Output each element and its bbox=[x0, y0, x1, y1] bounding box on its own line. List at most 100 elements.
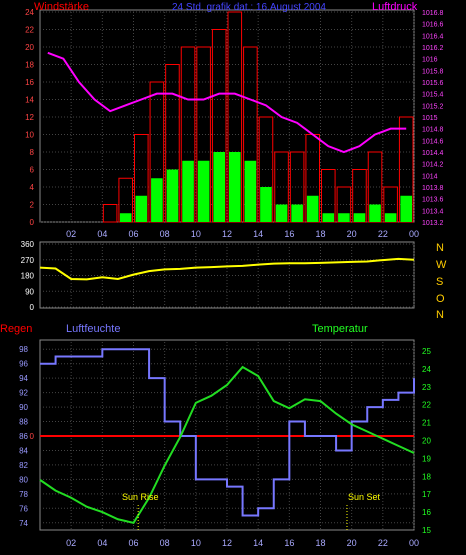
y2-tick-label: 15 bbox=[422, 526, 431, 535]
y2-tick-label: 18 bbox=[422, 472, 431, 481]
y-tick-label: 16 bbox=[25, 78, 34, 87]
sunrise-label: Sun Rise bbox=[122, 492, 159, 502]
pressure-line bbox=[47, 51, 407, 154]
chart-title: 24 Std. grafik dat.: 16.August 2004 bbox=[172, 2, 326, 13]
rain-title: Regen bbox=[0, 323, 32, 335]
y2-tick-label: 19 bbox=[422, 454, 431, 463]
y-tick-label: 4 bbox=[30, 183, 35, 192]
wind-bar bbox=[119, 213, 132, 222]
wind-bar bbox=[306, 195, 319, 222]
wind-bar bbox=[182, 160, 194, 222]
wind-bar bbox=[244, 160, 257, 222]
wind-panel bbox=[39, 9, 415, 223]
wind-bar bbox=[260, 187, 272, 222]
y-tick-label: 22 bbox=[25, 26, 34, 35]
y-tick-label: 90 bbox=[19, 403, 28, 412]
y2-tick-label: 16 bbox=[422, 508, 431, 517]
y-tick-label: 80 bbox=[19, 475, 28, 484]
y2-tick-label: 1016 bbox=[422, 57, 438, 64]
y-tick-label: 6 bbox=[30, 166, 35, 175]
wind-bar bbox=[275, 204, 288, 222]
y-tick-label: 82 bbox=[19, 461, 28, 470]
y2-tick-label: 1013.2 bbox=[422, 220, 444, 227]
compass-s: S bbox=[436, 276, 443, 288]
wind-bar bbox=[197, 160, 210, 222]
x-tick-label: 14 bbox=[253, 538, 263, 548]
y-tick-label: 84 bbox=[19, 446, 28, 455]
x-tick-label: 22 bbox=[378, 229, 388, 239]
y2-tick-label: 1015.4 bbox=[422, 92, 444, 99]
x-tick-label: 08 bbox=[160, 229, 170, 239]
wind-bar bbox=[291, 204, 303, 222]
y-tick-label: 74 bbox=[19, 519, 28, 528]
y-tick-label: 0 bbox=[30, 303, 35, 312]
y2-tick-label: 24 bbox=[422, 365, 431, 374]
x-tick-label: 20 bbox=[347, 538, 357, 548]
y2-tick-label: 1014.2 bbox=[422, 162, 444, 169]
y-tick-label: 180 bbox=[21, 272, 35, 281]
wind-bar bbox=[151, 178, 163, 222]
x-tick-label: 16 bbox=[284, 229, 294, 239]
y-tick-label: 76 bbox=[19, 504, 28, 513]
x-tick-label: 16 bbox=[284, 538, 294, 548]
y2-tick-label: 1014.4 bbox=[422, 150, 444, 157]
y-tick-label: 0 bbox=[30, 218, 35, 227]
x-tick-label: 00 bbox=[409, 538, 419, 548]
gust-bar bbox=[102, 204, 118, 223]
x-tick-label: 20 bbox=[347, 229, 357, 239]
y2-tick-label: 1016.2 bbox=[422, 45, 444, 52]
x-tick-label: 22 bbox=[378, 538, 388, 548]
y-tick-label: 24 bbox=[25, 8, 34, 17]
compass-o: O bbox=[436, 293, 445, 305]
x-tick-label: 18 bbox=[315, 229, 325, 239]
y-tick-label: 2 bbox=[30, 201, 35, 210]
temperature-title: Temperatur bbox=[312, 323, 368, 335]
wind-bar bbox=[213, 152, 225, 222]
wind-bar bbox=[353, 213, 366, 222]
wind-title: Windstärke bbox=[34, 1, 89, 13]
y2-tick-label: 1014 bbox=[422, 173, 438, 180]
y2-tick-label: 1015.2 bbox=[422, 103, 444, 110]
y2-tick-label: 1016.8 bbox=[422, 10, 444, 17]
humidity-title: Luftfeuchte bbox=[66, 323, 120, 335]
y-tick-label: 20 bbox=[25, 43, 34, 52]
y2-tick-label: 21 bbox=[422, 419, 431, 428]
y2-tick-label: 17 bbox=[422, 490, 431, 499]
compass-n2: N bbox=[436, 309, 444, 321]
wind-bar bbox=[135, 195, 148, 222]
wind-bar bbox=[400, 195, 412, 222]
x-tick-label: 06 bbox=[128, 538, 138, 548]
temperature-line bbox=[39, 365, 415, 524]
y-tick-label: 88 bbox=[19, 418, 28, 427]
x-tick-label: 00 bbox=[409, 229, 419, 239]
wind-bar bbox=[166, 169, 179, 222]
y2-tick-label: 23 bbox=[422, 383, 431, 392]
y-tick-label: 10 bbox=[25, 131, 34, 140]
x-tick-label: 12 bbox=[222, 229, 232, 239]
y2-tick-label: 20 bbox=[422, 436, 431, 445]
wind-bar bbox=[369, 204, 381, 222]
x-tick-label: 06 bbox=[128, 229, 138, 239]
compass-n1: N bbox=[436, 242, 444, 254]
y-tick-label: 94 bbox=[19, 374, 28, 383]
wind-bar bbox=[338, 213, 350, 222]
y-tick-label: 8 bbox=[30, 148, 35, 157]
y-tick-label: 86 bbox=[19, 432, 28, 441]
y-tick-label: 98 bbox=[19, 345, 28, 354]
y2-tick-label: 1015 bbox=[422, 115, 438, 122]
y2-tick-label: 1014.6 bbox=[422, 138, 444, 145]
x-tick-label: 12 bbox=[222, 538, 232, 548]
x-tick-label: 14 bbox=[253, 229, 263, 239]
rain-zero-label: 0 bbox=[30, 432, 35, 441]
y-tick-label: 270 bbox=[21, 256, 35, 265]
y-tick-label: 360 bbox=[21, 240, 35, 249]
humidity-line bbox=[40, 348, 415, 517]
y2-tick-label: 1016.4 bbox=[422, 33, 444, 40]
y2-tick-label: 22 bbox=[422, 401, 431, 410]
x-tick-label: 02 bbox=[66, 538, 76, 548]
wind-bar bbox=[384, 213, 397, 222]
x-tick-label: 18 bbox=[315, 538, 325, 548]
y2-tick-label: 1015.6 bbox=[422, 80, 444, 87]
x-tick-label: 08 bbox=[160, 538, 170, 548]
